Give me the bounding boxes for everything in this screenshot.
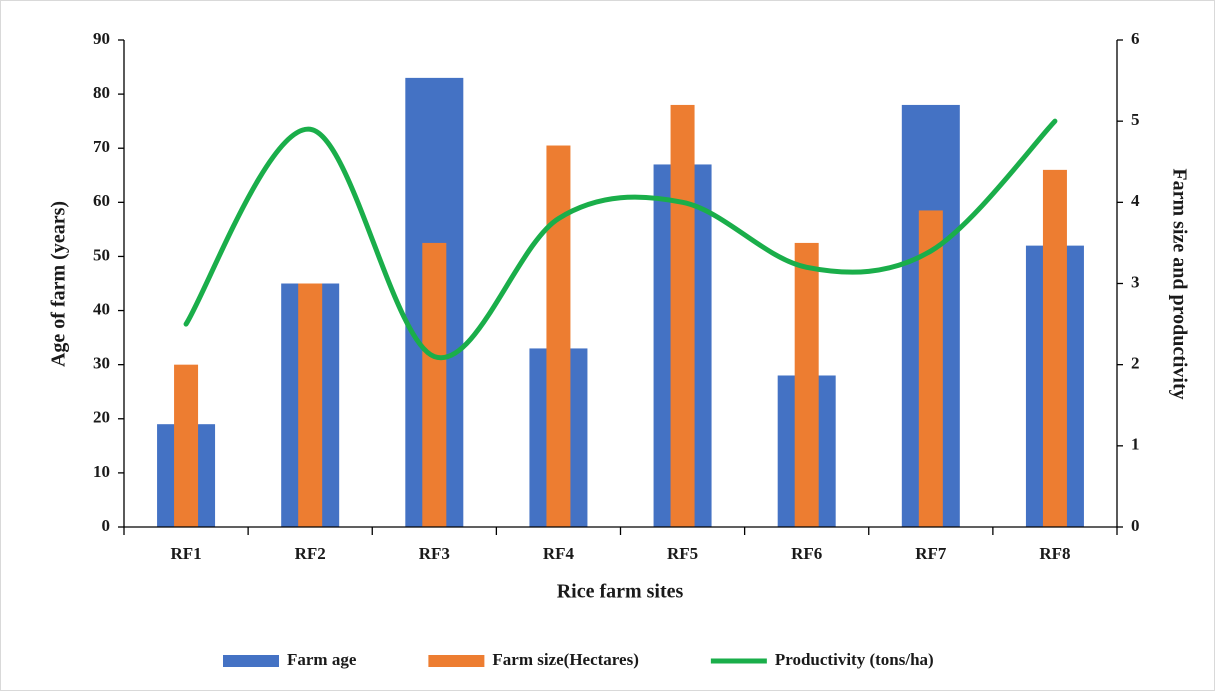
y2-axis-title: Farm size and productivity [1168,168,1190,399]
bar [794,242,819,527]
bar [422,242,447,527]
y2-tick-label: 0 [1131,516,1140,535]
y2-tick-label: 6 [1131,29,1140,48]
y-axis-title: Age of farm (years) [48,201,70,367]
y-tick-label: 50 [93,245,110,264]
y-tick-label: 60 [93,191,110,210]
x-tick-label: RF3 [419,544,450,563]
x-axis-title: Rice farm sites [557,581,684,603]
bar [1042,169,1067,527]
bar [670,104,695,527]
y2-tick-label: 3 [1131,272,1140,291]
y2-tick-label: 5 [1131,110,1140,129]
bar [174,364,199,527]
legend-label: Farm age [287,650,357,669]
y-tick-label: 20 [93,408,110,427]
y-tick-label: 70 [93,137,110,156]
y2-tick-label: 4 [1131,191,1140,210]
line [183,118,1058,361]
x-tick-label: RF5 [667,544,698,563]
bar [298,283,323,527]
x-tick-label: RF8 [1039,544,1070,563]
bar [546,145,571,527]
y-tick-label: 10 [93,462,110,481]
x-tick-label: RF6 [791,544,822,563]
legend-label: Farm size(Hectares) [492,650,638,669]
x-tick-label: RF7 [915,544,947,563]
y-tick-label: 30 [93,354,110,373]
legend-label: Productivity (tons/ha) [775,650,934,669]
y-tick-label: 80 [93,83,110,102]
bar [918,210,943,527]
legend-swatch [223,655,279,667]
x-tick-label: RF4 [543,544,575,563]
y2-tick-label: 1 [1131,435,1140,454]
y2-tick-label: 2 [1131,354,1140,373]
legend-swatch [428,655,485,667]
x-tick-label: RF2 [295,544,326,563]
y-tick-label: 40 [93,299,110,318]
y-tick-label: 90 [93,29,110,48]
y-tick-label: 0 [102,516,111,535]
x-tick-label: RF1 [170,544,201,563]
